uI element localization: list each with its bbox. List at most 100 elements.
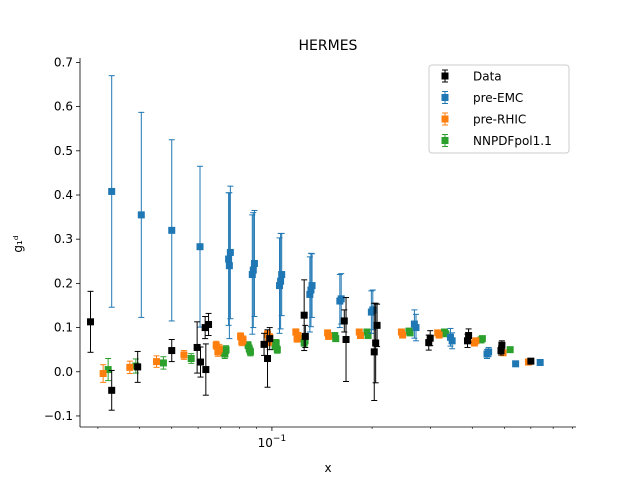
x-axis-label: x xyxy=(324,461,331,475)
data-point xyxy=(205,320,213,328)
y-tick-label: 0.1 xyxy=(54,321,73,335)
data-point xyxy=(168,226,176,234)
data-point xyxy=(225,262,233,270)
data-point xyxy=(412,324,420,332)
data-point xyxy=(202,366,210,374)
data-point xyxy=(332,335,340,343)
data-point xyxy=(536,358,544,366)
y-tick-label: 0.0 xyxy=(54,365,73,379)
legend-label: pre-EMC xyxy=(473,91,523,105)
data-point xyxy=(215,345,223,353)
axes-spines xyxy=(79,58,576,428)
data-point xyxy=(212,341,220,349)
data-point xyxy=(239,336,247,344)
data-point xyxy=(463,337,471,345)
legend-label: NNPDFpol1.1 xyxy=(473,134,552,148)
x-axis: 10−1 xyxy=(97,427,573,450)
data-point xyxy=(222,346,230,354)
data-point xyxy=(325,332,333,340)
data-point xyxy=(448,337,456,345)
data-point xyxy=(180,351,188,359)
legend: Data pre-EMC pre-RHIC NNPDFpol1.1 xyxy=(428,64,570,154)
data-point xyxy=(226,248,234,256)
y-tick-label: −0.1 xyxy=(44,409,73,423)
y-axis-label: g₁ᵈ xyxy=(11,235,25,252)
series-0 xyxy=(87,279,535,411)
data-point xyxy=(300,311,308,319)
data-point xyxy=(308,282,316,290)
data-point xyxy=(425,339,433,347)
data-point xyxy=(306,290,314,298)
data-point xyxy=(363,328,371,336)
data-point xyxy=(472,337,480,345)
legend-label: pre-RHIC xyxy=(473,113,526,127)
data-point xyxy=(266,335,274,343)
data-point xyxy=(134,363,142,371)
data-point xyxy=(277,277,285,285)
data-point xyxy=(187,355,195,363)
data-point xyxy=(99,370,107,378)
data-point xyxy=(307,286,315,294)
y-axis: −0.1 0.0 0.1 0.2 0.3 0.4 0.5 0.6 0.7 xyxy=(44,55,80,423)
data-point xyxy=(278,271,286,279)
data-point xyxy=(370,348,378,356)
data-point xyxy=(246,348,254,356)
data-point xyxy=(108,187,116,195)
legend-label: Data xyxy=(473,70,502,84)
data-point xyxy=(196,243,204,251)
legend-frame xyxy=(428,64,570,154)
data-point xyxy=(373,321,381,329)
data-point xyxy=(478,335,486,343)
y-tick-label: 0.3 xyxy=(54,232,73,246)
data-point xyxy=(264,355,272,363)
data-point xyxy=(126,363,134,371)
data-point xyxy=(272,339,280,347)
y-tick-label: 0.5 xyxy=(54,144,73,158)
chart-title: HERMES xyxy=(299,38,358,54)
data-point xyxy=(248,271,256,279)
data-point xyxy=(301,332,309,340)
y-tick-label: 0.2 xyxy=(54,276,73,290)
data-point xyxy=(340,317,348,325)
data-point xyxy=(356,332,364,340)
plot-area xyxy=(87,75,544,411)
data-point xyxy=(159,359,167,367)
data-point xyxy=(426,334,434,342)
data-point xyxy=(137,211,145,219)
data-point xyxy=(168,347,176,355)
y-tick-label: 0.7 xyxy=(54,55,73,69)
data-point xyxy=(108,386,116,394)
data-point xyxy=(442,330,450,338)
data-point xyxy=(527,357,535,365)
x-tick-label: 10−1 xyxy=(258,434,287,450)
data-point xyxy=(249,266,257,274)
data-point xyxy=(273,346,281,354)
data-point xyxy=(497,347,505,355)
data-point xyxy=(512,360,520,368)
data-point xyxy=(406,329,414,337)
legend-marker xyxy=(441,137,449,144)
data-point xyxy=(250,259,258,267)
data-point xyxy=(506,346,514,354)
data-point xyxy=(196,358,204,366)
data-point xyxy=(324,329,332,337)
data-point xyxy=(225,255,233,263)
data-point xyxy=(446,333,454,341)
data-point xyxy=(260,340,268,348)
data-point xyxy=(410,320,418,328)
data-point xyxy=(276,282,284,290)
data-point xyxy=(153,358,161,366)
legend-marker xyxy=(441,115,449,123)
data-point xyxy=(435,331,443,339)
data-point xyxy=(399,331,407,339)
data-point xyxy=(337,295,345,303)
data-point xyxy=(465,332,473,340)
data-point xyxy=(342,336,350,344)
data-point xyxy=(369,306,377,314)
data-point xyxy=(193,343,201,351)
data-point xyxy=(294,332,302,340)
data-point xyxy=(104,366,112,374)
series-2 xyxy=(99,328,532,383)
data-point xyxy=(364,332,372,340)
